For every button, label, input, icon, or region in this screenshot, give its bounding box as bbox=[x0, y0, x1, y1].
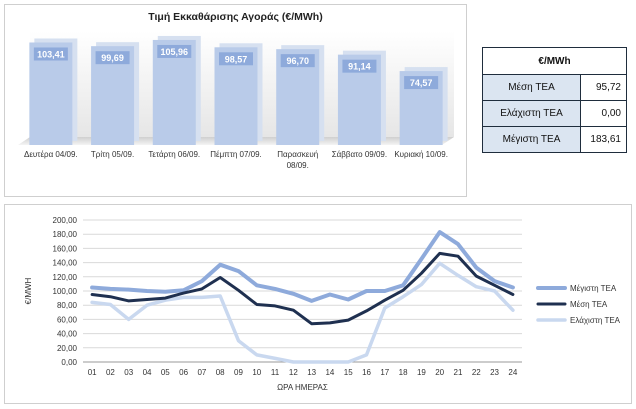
x-axis-title: ΩΡΑ ΗΜΕΡΑΣ bbox=[277, 383, 328, 392]
x-tick-label: 07 bbox=[197, 368, 206, 377]
bar-category-label: Σάββατο 09/09. bbox=[332, 150, 387, 159]
legend-label: Μέση ΤΕΑ bbox=[570, 300, 608, 309]
stats-header: €/MWh bbox=[482, 47, 627, 75]
bar-value-label-bg bbox=[157, 44, 192, 58]
x-tick-label: 11 bbox=[271, 368, 280, 377]
y-tick-label: 100,00 bbox=[53, 287, 78, 296]
x-tick-label: 03 bbox=[124, 368, 133, 377]
y-tick-label: 140,00 bbox=[53, 259, 78, 268]
y-tick-label: 60,00 bbox=[57, 315, 78, 324]
x-tick-label: 18 bbox=[399, 368, 408, 377]
x-tick-label: 01 bbox=[88, 368, 97, 377]
bar-value-label: 99,69 bbox=[101, 53, 124, 63]
stats-row: Ελάχιστη ΤΕΑ 0,00 bbox=[482, 100, 627, 127]
bar-value-label-bg bbox=[404, 76, 439, 90]
y-tick-label: 120,00 bbox=[53, 273, 78, 282]
y-tick-label: 200,00 bbox=[53, 216, 78, 225]
bar-category-label: Πέμπτη 07/09. bbox=[210, 150, 262, 159]
legend-label: Ελάχιστη ΤΕΑ bbox=[570, 316, 621, 325]
bar-chart-title: Τιμή Εκκαθάρισης Αγοράς (€/MWh) bbox=[148, 11, 323, 23]
bar-value-label-bg bbox=[342, 59, 377, 73]
bar-value-label-bg bbox=[33, 47, 68, 61]
x-tick-label: 04 bbox=[143, 368, 152, 377]
bar-chart: 103,41 Δευτέρα 04/09. 99,69 Τρίτη 05/09. 105… bbox=[18, 31, 454, 170]
line-chart-panel: 0,00 20,00 40,00 60,00 80,00 100,00 120,00 140,… bbox=[4, 204, 632, 404]
legend-label: Μέγιστη ΤΕΑ bbox=[570, 284, 617, 293]
stats-label: Μέγιστη ΤΕΑ bbox=[482, 126, 581, 153]
x-tick-label: 13 bbox=[307, 368, 316, 377]
bar-value-label: 96,70 bbox=[286, 56, 309, 66]
bar-value-label-bg bbox=[219, 52, 253, 66]
series-line bbox=[90, 261, 515, 364]
bar-value-label: 91,14 bbox=[348, 62, 371, 72]
x-tick-label: 09 bbox=[234, 368, 243, 377]
bar-value-label: 103,41 bbox=[37, 49, 65, 59]
x-tick-label: 19 bbox=[417, 368, 426, 377]
stats-row: Μέγιστη ΤΕΑ 183,61 bbox=[482, 126, 627, 153]
stats-value: 0,00 bbox=[580, 100, 627, 127]
bar-category-label: Τετάρτη 06/09. bbox=[148, 150, 200, 159]
y-tick-label: 180,00 bbox=[53, 230, 78, 239]
stats-label: Μέση ΤΕΑ bbox=[482, 74, 581, 101]
bar-value-label: 105,96 bbox=[161, 47, 189, 57]
bar-category-label: Δευτέρα 04/09. bbox=[24, 150, 78, 159]
x-tick-label: 14 bbox=[325, 368, 334, 377]
stats-value: 95,72 bbox=[580, 74, 627, 101]
x-tick-label: 20 bbox=[435, 368, 444, 377]
x-tick-label: 12 bbox=[289, 368, 298, 377]
bar-category-label: Κυριακή 10/09. bbox=[394, 150, 448, 159]
x-tick-label: 06 bbox=[179, 368, 188, 377]
x-tick-label: 08 bbox=[216, 368, 225, 377]
y-tick-label: 0,00 bbox=[61, 358, 77, 367]
series-line bbox=[90, 230, 515, 303]
bar-chart-panel: Τιμή Εκκαθάρισης Αγοράς (€/MWh) 103,41 Δε… bbox=[4, 4, 467, 197]
bar-category-label: Τρίτη 05/09. bbox=[91, 150, 134, 159]
bar-value-label: 74,57 bbox=[410, 78, 433, 88]
bar-category-label: Παρασκευή bbox=[277, 150, 318, 159]
stats-value: 183,61 bbox=[580, 126, 627, 153]
x-tick-label: 02 bbox=[106, 368, 115, 377]
y-tick-label: 40,00 bbox=[57, 330, 78, 339]
x-tick-label: 23 bbox=[490, 368, 499, 377]
x-tick-label: 16 bbox=[362, 368, 371, 377]
stats-row: Μέση ΤΕΑ 95,72 bbox=[482, 74, 627, 101]
x-tick-label: 24 bbox=[508, 368, 517, 377]
stats-label: Ελάχιστη ΤΕΑ bbox=[482, 100, 581, 127]
bar-value-label: 98,57 bbox=[225, 54, 248, 64]
x-tick-label: 17 bbox=[380, 368, 389, 377]
y-tick-label: 80,00 bbox=[57, 301, 78, 310]
x-tick-label: 10 bbox=[252, 368, 261, 377]
x-tick-label: 15 bbox=[344, 368, 353, 377]
x-tick-label: 22 bbox=[472, 368, 481, 377]
stats-table: €/MWh Μέση ΤΕΑ 95,72 Ελάχιστη ΤΕΑ 0,00 Μ… bbox=[482, 47, 627, 153]
bar-value-label-bg bbox=[280, 54, 315, 68]
bar-category-label: 08/09. bbox=[287, 161, 309, 170]
bar-value-label-bg bbox=[95, 51, 130, 65]
line-chart: 0,00 20,00 40,00 60,00 80,00 100,00 120,00 140,… bbox=[24, 216, 621, 392]
x-tick-label: 05 bbox=[161, 368, 170, 377]
y-tick-label: 160,00 bbox=[53, 244, 78, 253]
y-tick-label: 20,00 bbox=[57, 344, 78, 353]
x-tick-label: 21 bbox=[454, 368, 463, 377]
series-line bbox=[90, 251, 515, 326]
y-axis-title: €/MWH bbox=[24, 277, 33, 304]
